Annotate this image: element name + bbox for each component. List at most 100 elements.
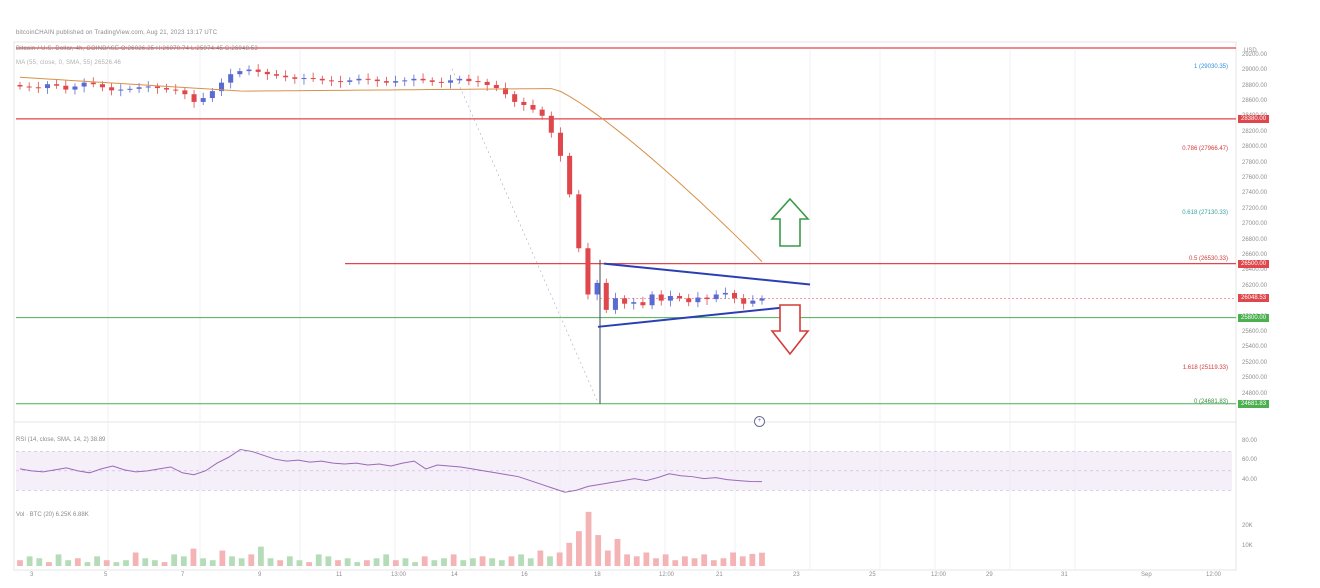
volume-bar [123,560,129,566]
candle-body [255,69,261,72]
volume-bar [682,556,688,566]
candle-body [612,298,618,310]
price-axis-tick: 25400.00 [1242,344,1268,351]
time-axis-tick: 3 [30,572,34,578]
price-axis-tick: 28800.00 [1242,82,1268,89]
fib-level-label: 0.786 (27966.47) [1182,145,1228,152]
volume-bar [55,554,62,566]
volume-bar [286,556,293,566]
price-axis-tick: 27000.00 [1242,221,1268,228]
candle-body [99,84,105,88]
volume-bar [412,562,418,566]
volume-bar [113,562,120,566]
candle-body [631,302,637,304]
candle-body [530,104,536,110]
price-axis-tick: 26400.00 [1242,267,1268,274]
volume-axis-tick: 20K [1242,523,1253,530]
volume-bar [402,558,409,566]
price-axis-tick: 27800.00 [1242,159,1268,166]
volume-bar [383,554,390,566]
candle-body [658,294,664,301]
volume-bar [624,554,630,566]
rsi-axis-tick: 60.00 [1242,457,1258,464]
time-axis-tick: 13:00 [391,572,407,578]
candle-body [328,80,334,82]
price-axis-tick: 27200.00 [1242,205,1268,212]
volume-bar [749,553,756,566]
volume-bar [132,552,139,566]
volume-bar [392,560,399,566]
volume-bar [547,556,553,566]
rsi-axis-tick: 80.00 [1242,437,1258,444]
candle-body [695,297,701,303]
rsi-header: RSI (14, close, SMA, 14, 2) 38.89 [16,437,105,443]
volume-bar [450,554,457,566]
candle-body [585,248,591,295]
volume-bar [441,558,447,566]
volume-bar [190,548,197,566]
candle-body [209,91,215,99]
moving-average-line [19,76,763,262]
time-axis-tick: 7 [181,572,185,578]
candle-body [292,77,298,79]
candle-body [512,94,518,102]
candle-body [484,81,490,85]
candle-body [264,71,270,75]
volume-bar [277,560,284,566]
price-axis-tick: 27400.00 [1242,190,1268,197]
candle-body [475,81,481,83]
price-axis-tick: 25600.00 [1242,328,1268,335]
candle-body [72,86,78,90]
volume-bar [730,552,736,566]
time-axis-tick: 9 [258,572,262,578]
volume-bar [94,556,100,566]
volume-bar [325,556,332,566]
volume-axis-tick: 10K [1242,542,1253,549]
volume-bar [518,554,524,566]
candle-body [448,80,454,83]
rsi-line [19,448,763,493]
time-axis-tick: 12:00 [931,572,947,578]
volume-bar [537,550,544,566]
candle-body [374,79,380,82]
volume-bar [431,560,438,566]
volume-bar [691,558,698,566]
volume-bar [354,562,361,566]
price-tag: 25800.00 [1238,313,1270,322]
price-axis-tick: 29000.00 [1242,67,1268,74]
time-axis-tick: Sep [1141,572,1152,578]
header-line-2: Bitcoin / U.S. Dollar, 4h, COINBASE O:26… [16,46,258,52]
volume-bar [209,560,216,566]
candle-body [393,81,399,83]
price-tag: 26500.00 [1238,259,1270,268]
volume-bar [720,558,727,566]
volume-header: Vol · BTC (20) 6.25K 6.88K [16,512,89,518]
fib-trend-line [451,68,599,403]
chart-frame [13,41,1237,571]
time-axis-tick: 25 [869,572,876,578]
price-axis-tick: 25000.00 [1242,375,1268,382]
volume-bar [508,556,515,566]
candle-body [154,86,160,89]
volume-bar [566,542,573,566]
candle-body [301,78,307,80]
volume-bar [74,558,81,566]
volume-bar [585,511,592,566]
volume-bar [36,558,43,566]
price-axis-tick: 26800.00 [1242,236,1268,243]
candle-body [493,84,499,89]
scroll-to-realtime-button[interactable]: + [754,416,765,427]
candle-body [750,300,756,304]
candle-body [713,294,719,300]
candle-body [667,296,673,301]
volume-bar [595,535,602,566]
volume-bar [662,554,669,566]
rsi-axis-tick: 40.00 [1242,476,1258,483]
candle-body [502,88,509,95]
candle-body [173,89,179,91]
candle-body [310,78,316,80]
candle-body [136,87,142,89]
price-axis-tick: 28600.00 [1242,97,1268,104]
header-line-3: MA (55, close, 0, SMA, 55) 26526.46 [16,60,122,66]
